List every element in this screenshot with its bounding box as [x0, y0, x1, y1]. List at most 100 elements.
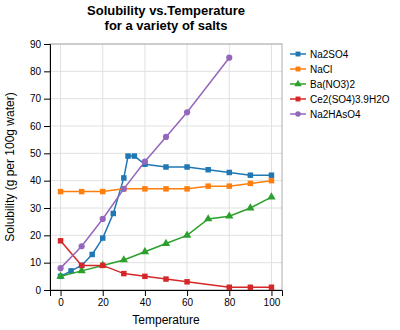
point [163, 164, 168, 169]
point [184, 109, 190, 115]
legend-swatch-marker [296, 97, 301, 102]
grid [50, 44, 282, 290]
axis-line [51, 291, 283, 297]
tick-label: 30 [30, 203, 42, 214]
point [100, 263, 105, 268]
tick-label: 90 [30, 39, 42, 50]
point [89, 252, 94, 257]
tick: 100 [264, 290, 281, 308]
grid-line-x [229, 44, 230, 290]
grid-line-x [60, 44, 61, 290]
tick: 40 [30, 175, 50, 186]
tick-mark [44, 235, 50, 236]
point [248, 172, 253, 177]
grid-line-y [50, 180, 282, 181]
tick: 60 [30, 121, 50, 132]
point [79, 189, 84, 194]
x-axis-label: Temperature [132, 313, 200, 327]
legend-label: Ba(NO3)2 [310, 79, 355, 90]
tick: 60 [182, 290, 194, 308]
grid-line-y [50, 71, 282, 72]
tick: 0 [35, 285, 50, 296]
tick-mark [44, 290, 50, 291]
legend-label: Ce2(SO4)3.9H2O [310, 94, 390, 105]
point [267, 192, 275, 199]
legend: Na2SO4 NaCl Ba(NO3)2 Ce2(SO4)3.9H2O Na2HAsO4 [290, 49, 390, 120]
point [79, 243, 85, 249]
tick: 10 [30, 257, 50, 268]
point [162, 239, 170, 246]
tick-mark [271, 290, 272, 296]
series [58, 238, 274, 290]
point [163, 276, 168, 281]
legend-item: Na2SO4 [290, 49, 349, 60]
tick-mark [44, 181, 50, 182]
grid-line-y [50, 208, 282, 209]
point [100, 216, 106, 222]
legend-swatch-marker [296, 52, 301, 57]
point [132, 153, 137, 158]
series-line [61, 197, 272, 276]
tick-mark [44, 44, 50, 45]
tick-label: 0 [58, 297, 64, 308]
point [227, 285, 232, 290]
point [121, 186, 127, 192]
tick-mark [44, 208, 50, 209]
grid-line-y [50, 153, 282, 154]
legend-item: Na2HAsO4 [290, 109, 361, 120]
tick-mark [61, 290, 62, 296]
title-line: Solubility vs.Temperature [87, 3, 245, 18]
legend-swatch-marker [294, 80, 301, 86]
title: Solubility vs.Temperaturefor a variety o… [87, 3, 245, 33]
point [184, 279, 189, 284]
tick-label: 100 [264, 297, 281, 308]
point [269, 178, 274, 183]
point [100, 189, 105, 194]
tick: 90 [30, 39, 50, 50]
tick-label: 80 [30, 66, 42, 77]
series-line [61, 156, 272, 276]
tick-mark [229, 290, 230, 296]
tick-label: 80 [224, 297, 236, 308]
grid-line-x [102, 44, 103, 290]
point [79, 263, 84, 268]
tick-mark [44, 71, 50, 72]
legend-label: Na2SO4 [310, 49, 349, 60]
grid-line-x [271, 44, 272, 290]
legend-swatch-marker [296, 67, 301, 72]
chart-svg: 0204060801000102030405060708090Solubilit… [0, 0, 400, 330]
point [79, 263, 84, 268]
point [58, 238, 63, 243]
y-axis-label: Solubility (g per 100g water) [3, 92, 17, 241]
point [142, 158, 148, 164]
tick: 30 [30, 203, 50, 214]
tick-mark [44, 263, 50, 264]
title-line: for a variety of salts [105, 18, 228, 33]
tick-mark [44, 99, 50, 100]
axis-line [44, 45, 51, 291]
point [204, 214, 212, 221]
tick: 0 [58, 290, 64, 308]
series-line [61, 181, 272, 192]
legend-label: NaCl [310, 64, 332, 75]
point [141, 247, 149, 254]
tick-label: 10 [30, 257, 42, 268]
point [121, 186, 126, 191]
point [125, 153, 130, 158]
legend-item: Ce2(SO4)3.9H2O [290, 94, 390, 105]
tick-label: 60 [30, 121, 42, 132]
point [142, 186, 147, 191]
point [120, 255, 128, 262]
point [184, 186, 189, 191]
point [58, 189, 63, 194]
point [121, 271, 126, 276]
tick-label: 60 [182, 297, 194, 308]
grid-line-y [50, 235, 282, 236]
tick: 80 [224, 290, 236, 308]
tick-mark [103, 290, 104, 296]
tick-mark [44, 153, 50, 154]
point [183, 231, 191, 238]
point [226, 55, 232, 61]
series [58, 178, 274, 194]
tick-mark [145, 290, 146, 296]
